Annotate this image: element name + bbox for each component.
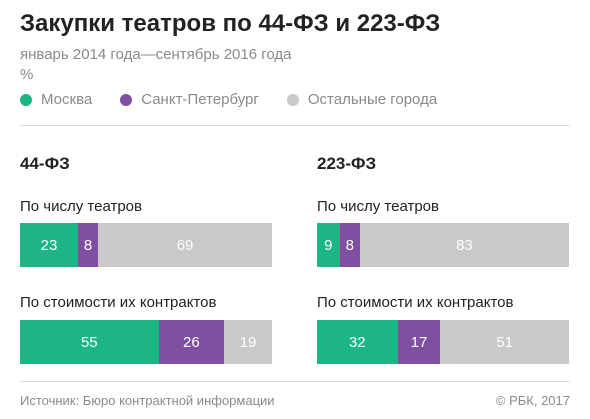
bar-segment-other: 69 (98, 223, 272, 267)
source-note: Источник: Бюро контрактной информации (20, 393, 275, 408)
legend-label-spb: Санкт-Петербург (141, 91, 259, 108)
bar-segment-other: 51 (440, 320, 569, 364)
bar-value-label: 32 (348, 333, 366, 351)
bar-223fz-contracts: 32 17 51 (317, 320, 569, 364)
bar-value-label: 83 (456, 236, 473, 254)
unit-label: % (20, 66, 34, 83)
bar-value-label: 8 (345, 236, 354, 254)
chart-subtitle: январь 2014 года—сентябрь 2016 года (20, 46, 292, 63)
bar-value-label: 23 (40, 236, 58, 254)
bar-44fz-theatres: 23 8 69 (20, 223, 272, 267)
bar-223fz-theatres: 9 8 83 (317, 223, 569, 267)
bar-segment-moscow: 23 (20, 223, 78, 267)
bottom-divider (20, 381, 570, 382)
bar-value-label: 19 (239, 333, 257, 351)
legend-item-other: Остальные города (286, 91, 438, 108)
bar-segment-spb: 8 (339, 223, 360, 267)
panel-title-44fz: 44-ФЗ (20, 154, 70, 173)
legend-item-moscow: Москва (20, 91, 92, 108)
legend-label-moscow: Москва (41, 91, 93, 108)
bar-segment-spb: 8 (77, 223, 99, 267)
top-divider (20, 125, 570, 126)
legend-dot-moscow (20, 93, 32, 106)
bar-value-label: 69 (176, 236, 194, 254)
bar-value-label: 17 (410, 333, 428, 351)
row-label-44fz-theatres: По числу театров (20, 198, 142, 215)
legend-label-other: Остальные города (307, 91, 438, 108)
panel-title-223fz: 223-ФЗ (317, 154, 377, 173)
bar-value-label: 26 (183, 333, 200, 351)
bar-value-label: 51 (496, 333, 514, 351)
bar-segment-moscow: 32 (317, 320, 398, 364)
bar-44fz-contracts: 55 26 19 (20, 320, 272, 364)
legend-item-spb: Санкт-Петербург (120, 91, 259, 108)
bar-segment-other: 19 (224, 320, 272, 364)
copyright: © РБК, 2017 (495, 393, 570, 408)
legend: Москва Санкт-Петербург Остальные города (20, 91, 465, 108)
bar-value-label: 9 (324, 236, 333, 254)
legend-dot-other (286, 93, 299, 106)
row-label-44fz-contracts: По стоимости их контрактов (20, 294, 217, 311)
bar-value-label: 8 (83, 236, 93, 254)
bar-value-label: 55 (80, 333, 98, 351)
bar-segment-spb: 17 (397, 320, 441, 364)
bar-segment-spb: 26 (158, 320, 225, 364)
row-label-223fz-contracts: По стоимости их контрактов (317, 294, 514, 311)
bar-segment-moscow: 55 (20, 320, 159, 364)
chart-title: Закупки театров по 44-ФЗ и 223-ФЗ (20, 10, 441, 37)
legend-dot-spb (120, 93, 133, 106)
bar-segment-moscow: 9 (317, 223, 340, 267)
row-label-223fz-theatres: По числу театров (317, 198, 439, 215)
bar-segment-other: 83 (359, 223, 569, 267)
